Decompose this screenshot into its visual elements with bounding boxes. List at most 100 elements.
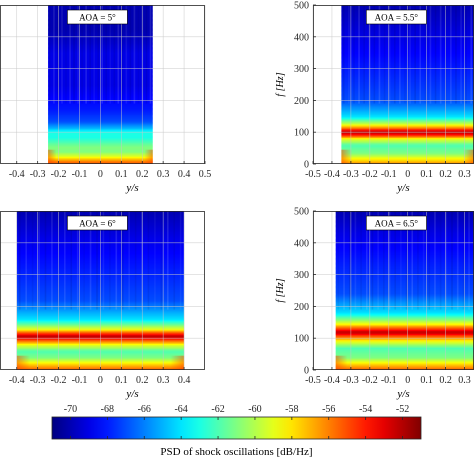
psd-row: [335, 251, 474, 254]
y-tick-label: 200: [294, 96, 309, 107]
psd-streak: [64, 211, 66, 310]
psd-row: [335, 277, 474, 280]
psd-streak: [145, 5, 148, 104]
psd-streak: [96, 211, 98, 310]
annotation-label: AOA = 5.5°: [375, 13, 419, 23]
psd-row: [335, 342, 474, 344]
x-tick-label: -0.1: [381, 169, 397, 180]
psd-streak: [419, 5, 422, 104]
psd-streak: [429, 5, 432, 104]
y-tick-label: 300: [294, 64, 309, 75]
psd-row: [335, 307, 474, 310]
x-tick-label: -0.4: [9, 375, 25, 386]
psd-streak: [394, 211, 396, 310]
psd-row: [335, 236, 474, 239]
psd-row: [335, 275, 474, 278]
colorbar-gradient: [51, 416, 422, 440]
psd-streak: [81, 5, 83, 104]
psd-streak: [51, 211, 53, 310]
psd-row: [335, 213, 474, 216]
x-tick-label: -0.4: [324, 375, 340, 386]
psd-row: [335, 317, 474, 320]
psd-streak: [53, 5, 55, 104]
psd-row: [335, 339, 474, 342]
psd-streak: [428, 211, 431, 310]
x-tick-label: 0: [98, 169, 103, 180]
psd-row: [335, 284, 474, 287]
psd-row: [335, 238, 474, 241]
psd-streak: [137, 5, 140, 104]
psd-heatmap: [335, 211, 474, 370]
psd-row: [335, 343, 474, 346]
psd-row: [335, 291, 474, 294]
y-tick-label: 500: [294, 1, 309, 12]
psd-streak: [73, 5, 75, 104]
psd-row: [335, 312, 474, 315]
psd-row: [335, 288, 474, 291]
psd-row: [335, 340, 474, 343]
grid: [0, 211, 205, 370]
x-axis-label: y/s: [396, 182, 409, 194]
psd-row: [335, 354, 474, 357]
psd-streak: [451, 211, 453, 310]
chart-panel-bottom-left: -0.4 -0.3 -0.2 -0.1 0 0.1 0.2 0.3 0.4 y/s AOA = 6°: [0, 211, 205, 400]
psd-streak: [342, 5, 345, 104]
psd-streak: [404, 5, 406, 104]
psd-streak: [434, 5, 437, 104]
psd-streak: [109, 211, 111, 310]
psd-streak: [134, 211, 137, 310]
x-axis-label: y/s: [396, 388, 409, 400]
psd-streak: [417, 211, 419, 310]
psd-row: [335, 297, 474, 300]
psd-row: [335, 259, 474, 262]
psd-row: [335, 233, 474, 236]
psd-streak: [343, 211, 345, 310]
grid: [312, 211, 474, 370]
x-tick-label: -0.3: [30, 169, 46, 180]
axes-frame: [0, 211, 205, 370]
psd-row: [335, 240, 474, 243]
psd-streak: [445, 211, 448, 310]
colorbar-tick-label: -60: [248, 404, 261, 415]
x-tick-label: -0.1: [72, 169, 88, 180]
psd-streak: [393, 5, 396, 104]
psd-row: [335, 274, 474, 277]
psd-streak: [179, 211, 182, 310]
psd-streak: [399, 5, 401, 104]
x-tick-label: -0.4: [9, 169, 25, 180]
axes-frame: [0, 5, 205, 164]
psd-streak: [70, 211, 73, 310]
x-tick-label: 0: [98, 375, 103, 386]
psd-streak: [154, 211, 156, 310]
chart-panel-bottom-right: -0.5 -0.4 -0.3 -0.2 -0.1 0 0.1 0.2 0.3 0 100 200 300…: [275, 207, 474, 400]
psd-streak: [113, 5, 116, 104]
annotation-box: [67, 215, 128, 231]
colorbar-tick-label: -68: [101, 404, 114, 415]
psd-streak: [83, 211, 85, 310]
psd-row: [335, 268, 474, 271]
colorbar-tick-label: -52: [396, 404, 409, 415]
annotation-label: AOA = 6.5°: [375, 219, 419, 229]
colorbar-tick-label: -66: [138, 404, 151, 415]
psd-row: [335, 314, 474, 316]
psd-streak: [360, 211, 362, 310]
psd-row: [335, 232, 474, 235]
psd-row: [335, 338, 474, 341]
psd-row: [335, 333, 474, 335]
psd-row: [335, 249, 474, 252]
x-tick-label: -0.4: [324, 169, 340, 180]
y-tick-label: 0: [304, 366, 309, 377]
x-tick-label: 0: [405, 375, 410, 386]
psd-row: [335, 283, 474, 286]
psd-streak: [424, 5, 427, 104]
psd-streak: [173, 211, 176, 310]
psd-streak: [102, 211, 105, 310]
psd-row: [335, 263, 474, 266]
psd-row: [335, 296, 474, 299]
colorbar-label: PSD of shock oscillations [dB/Hz]: [160, 446, 312, 458]
psd-streak: [358, 5, 360, 104]
psd-row: [335, 270, 474, 273]
y-axis-label: f [Hz]: [275, 72, 286, 96]
y-tick-label: 300: [294, 270, 309, 281]
psd-streak: [89, 5, 91, 104]
